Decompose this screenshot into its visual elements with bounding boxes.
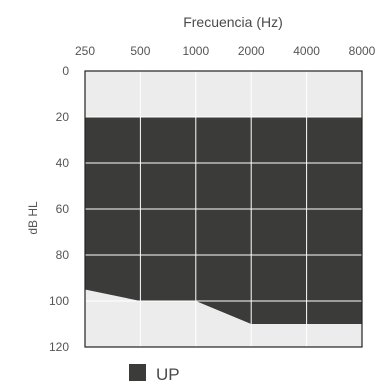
x-tick-label: 8000: [349, 44, 376, 58]
x-tick-label: 1000: [182, 44, 209, 58]
area-series-up: [85, 117, 362, 324]
y-tick-label: 80: [56, 248, 70, 262]
x-tick-label: 500: [130, 44, 150, 58]
x-tick-label: 250: [75, 44, 95, 58]
y-tick-labels: 0 20 40 60 80 100 120: [49, 64, 69, 354]
y-tick-label: 100: [49, 294, 69, 308]
y-tick-label: 60: [56, 202, 70, 216]
y-tick-label: 120: [49, 340, 69, 354]
grid-lines: [85, 71, 362, 347]
legend-swatch-up: [129, 364, 146, 381]
x-tick-label: 2000: [238, 44, 265, 58]
chart-title: Frecuencia (Hz): [183, 14, 283, 30]
y-tick-label: 40: [56, 156, 70, 170]
y-tick-label: 20: [56, 110, 70, 124]
x-tick-labels: 250 500 1000 2000 4000 8000: [75, 44, 376, 58]
legend-label-up: UP: [156, 365, 180, 384]
x-tick-label: 4000: [293, 44, 320, 58]
y-axis-label: dB HL: [26, 201, 40, 235]
y-tick-label: 0: [62, 64, 69, 78]
plot-frame: [84, 70, 363, 348]
